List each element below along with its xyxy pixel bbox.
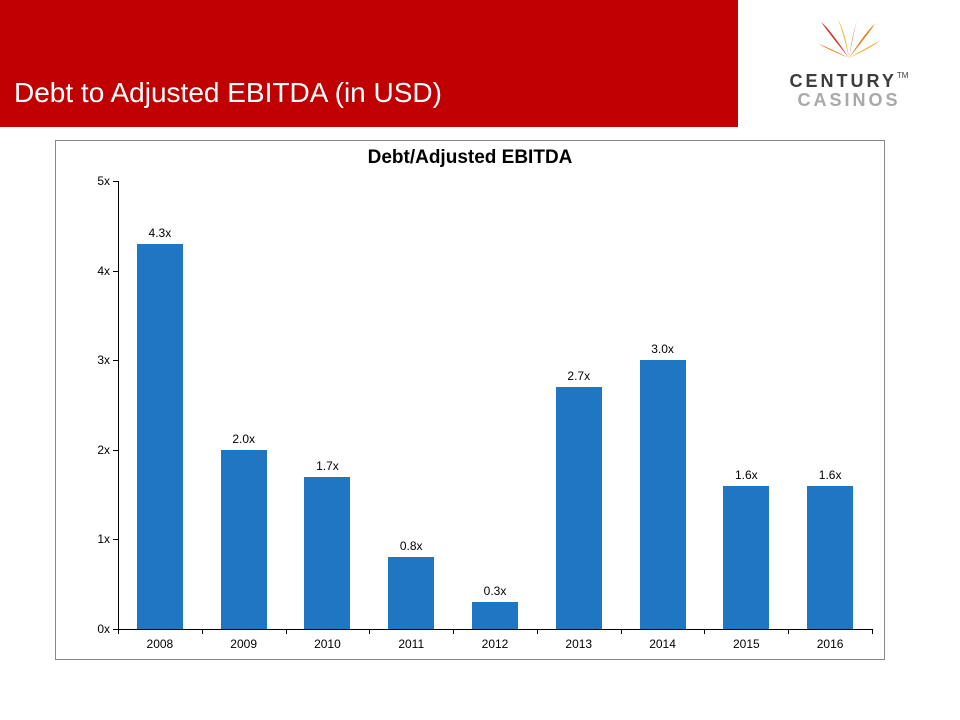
logo-line2: CASINOS — [790, 91, 909, 109]
bar-value-label: 0.8x — [400, 539, 423, 553]
header-bar: Debt to Adjusted EBITDA (in USD) — [0, 0, 738, 127]
y-tick — [113, 539, 118, 540]
x-tick — [788, 629, 789, 634]
bar — [640, 360, 686, 629]
y-tick-label: 4x — [60, 264, 110, 278]
page-title: Debt to Adjusted EBITDA (in USD) — [14, 77, 442, 109]
y-tick — [113, 450, 118, 451]
y-tick-label: 1x — [60, 532, 110, 546]
y-tick — [113, 271, 118, 272]
bar — [556, 387, 602, 629]
x-tick — [286, 629, 287, 634]
y-axis — [118, 181, 119, 629]
logo-line1: CENTURY — [790, 71, 897, 91]
bar — [388, 557, 434, 629]
logo: CENTURYTM CASINOS — [738, 0, 960, 127]
logo-burst-icon — [814, 18, 884, 68]
x-axis — [118, 629, 872, 630]
y-tick-label: 5x — [60, 174, 110, 188]
chart-title: Debt/Adjusted EBITDA — [56, 147, 884, 169]
x-tick-label: 2013 — [565, 637, 592, 651]
chart-container: Debt/Adjusted EBITDA 0x1x2x3x4x5x4.3x200… — [55, 140, 885, 660]
bar-value-label: 4.3x — [149, 226, 172, 240]
x-tick-label: 2009 — [230, 637, 257, 651]
plot-area: 0x1x2x3x4x5x4.3x20082.0x20091.7x20100.8x… — [118, 181, 872, 629]
y-tick-label: 0x — [60, 622, 110, 636]
bar-value-label: 1.6x — [819, 468, 842, 482]
y-tick — [113, 360, 118, 361]
x-tick — [118, 629, 119, 634]
logo-tm: TM — [897, 71, 909, 80]
bar-value-label: 1.6x — [735, 468, 758, 482]
bar-value-label: 3.0x — [651, 342, 674, 356]
x-tick-label: 2016 — [817, 637, 844, 651]
bar — [723, 486, 769, 629]
y-tick-label: 3x — [60, 353, 110, 367]
x-tick-label: 2012 — [482, 637, 509, 651]
bar — [137, 244, 183, 629]
bar — [304, 477, 350, 629]
x-tick-label: 2011 — [398, 637, 424, 651]
x-tick — [453, 629, 454, 634]
bar-value-label: 0.3x — [484, 584, 507, 598]
bar — [221, 450, 267, 629]
x-tick-label: 2010 — [314, 637, 341, 651]
x-tick-label: 2008 — [147, 637, 174, 651]
bar — [807, 486, 853, 629]
logo-text: CENTURYTM CASINOS — [790, 72, 909, 109]
bar-value-label: 2.0x — [232, 432, 255, 446]
x-tick — [704, 629, 705, 634]
x-tick — [369, 629, 370, 634]
x-tick — [202, 629, 203, 634]
bar-value-label: 2.7x — [567, 369, 590, 383]
y-tick-label: 2x — [60, 443, 110, 457]
x-tick-label: 2015 — [733, 637, 760, 651]
bar-value-label: 1.7x — [316, 459, 339, 473]
x-tick — [872, 629, 873, 634]
x-tick-label: 2014 — [649, 637, 676, 651]
x-tick — [621, 629, 622, 634]
bar — [472, 602, 518, 629]
y-tick — [113, 181, 118, 182]
x-tick — [537, 629, 538, 634]
